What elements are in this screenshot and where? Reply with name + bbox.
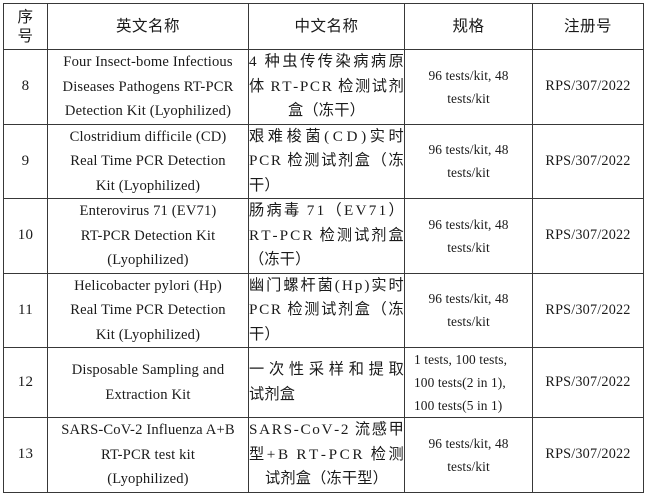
cell-registration-no: RPS/307/2022: [532, 417, 644, 493]
document-page: 序 号 英文名称 中文名称 规格 注册号 8 Four Insect-bome I…: [3, 3, 644, 493]
specification-line: tests/kit: [447, 458, 490, 474]
chinese-name-line: 盒（冻干）: [288, 102, 365, 119]
column-header-index: 序 号: [3, 3, 48, 50]
cell-index: 11: [3, 272, 48, 348]
specification-line: tests/kit: [447, 165, 490, 181]
english-name-line: RT-PCR Detection Kit: [80, 227, 216, 244]
english-name-line: Diseases Pathogens RT-PCR: [62, 78, 234, 95]
english-name-line: Clostridium difficile (CD): [69, 128, 227, 145]
cell-registration-no: RPS/307/2022: [532, 272, 644, 348]
chinese-name-line: （冻干）: [249, 251, 311, 268]
chinese-name-line: 4 种虫传传染病病原: [249, 53, 404, 70]
cell-chinese-name: 一次性采样和提取试剂盒: [248, 347, 405, 418]
english-name-line: Kit (Lyophilized): [95, 326, 201, 343]
cell-chinese-name: 肠病毒 7 1 （E V 7 1） R T - P C R 检测试剂盒 （冻干）: [248, 198, 405, 274]
chinese-name-line: 艰难梭菌(C D) 实时: [249, 127, 404, 145]
column-header-index-line2: 号: [17, 27, 34, 45]
cell-index: 10: [3, 198, 48, 274]
specification-line: tests/kit: [447, 90, 490, 106]
cell-specification: 96 tests/kit, 48 tests/kit: [404, 49, 533, 125]
specification-line: tests/kit: [447, 314, 490, 330]
table-row: 12 Disposable Sampling and Extraction Kit 一…: [3, 347, 644, 418]
cell-specification: 96 tests/kit, 48 tests/kit: [404, 272, 533, 348]
english-name-line: Real Time PCR Detection: [70, 302, 226, 318]
chinese-name-line: 试剂盒（冻干型）: [264, 470, 389, 487]
cell-chinese-name: 艰难梭菌(C D) 实时 P C R 检测试剂盒（冻干）: [248, 123, 405, 199]
table-row: 9 Clostridium difficile (CD) Real Time PCR…: [3, 123, 644, 199]
english-name-line: Extraction Kit: [105, 386, 191, 403]
table-header: 序 号 英文名称 中文名称 规格 注册号: [3, 3, 644, 50]
product-registration-table: 序 号 英文名称 中文名称 规格 注册号 8 Four Insect-bome I…: [3, 3, 644, 493]
cell-specification: 96 tests/kit, 48 tests/kit: [404, 417, 533, 493]
specification-line: 96 tests/kit, 48: [428, 142, 509, 158]
chinese-name-line: 肠病毒 7 1 （E V 7 1）: [249, 202, 404, 219]
english-name-line: Four Insect-bome Infectious: [63, 54, 233, 70]
cell-index: 9: [3, 123, 48, 199]
cell-english-name: Helicobacter pylori (Hp) Real Time PCR De…: [47, 272, 249, 348]
cell-english-name: Enterovirus 71 (EV71) RT-PCR Detection Ki…: [47, 198, 249, 274]
specification-line: 100 tests(2 in 1),: [414, 375, 506, 390]
column-header-chinese-name: 中文名称: [248, 3, 405, 50]
cell-registration-no: RPS/307/2022: [532, 198, 644, 274]
chinese-name-line: 一次性采样和提取: [249, 361, 404, 378]
table-row: 10 Enterovirus 71 (EV71) RT-PCR Detection …: [3, 198, 644, 274]
english-name-line: Real Time PCR Detection: [70, 153, 226, 169]
chinese-name-line: 干）: [249, 325, 280, 343]
cell-specification: 96 tests/kit, 48 tests/kit: [404, 123, 533, 199]
english-name-line: (Lyophilized): [107, 471, 189, 487]
english-name-line: SARS-CoV-2 Influenza A+B: [61, 422, 235, 438]
english-name-line: Disposable Sampling and: [71, 362, 225, 378]
cell-registration-no: RPS/307/2022: [532, 123, 644, 199]
specification-line: 96 tests/kit, 48: [428, 291, 509, 307]
table-row: 8 Four Insect-bome Infectious Diseases Pat…: [3, 49, 644, 125]
chinese-name-line: 干）: [249, 176, 280, 194]
cell-index: 12: [3, 347, 48, 418]
cell-index: 13: [3, 417, 48, 493]
cell-english-name: Four Insect-bome Infectious Diseases Path…: [47, 49, 249, 125]
specification-line: 96 tests/kit, 48: [428, 435, 509, 451]
specification-line: 96 tests/kit, 48: [428, 67, 509, 83]
cell-english-name: Clostridium difficile (CD) Real Time PCR …: [47, 123, 249, 199]
english-name-line: Kit (Lyophilized): [95, 177, 201, 194]
table-row: 13 SARS-CoV-2 Influenza A+B RT-PCR test ki…: [3, 417, 644, 493]
cell-registration-no: RPS/307/2022: [532, 347, 644, 418]
chinese-name-line: 试剂盒: [249, 385, 296, 403]
cell-registration-no: RPS/307/2022: [532, 49, 644, 125]
column-header-english-name: 英文名称: [47, 3, 249, 50]
english-name-line: Helicobacter pylori (Hp): [74, 277, 222, 294]
column-header-index-line1: 序: [17, 8, 34, 26]
table-row: 11 Helicobacter pylori (Hp) Real Time PCR …: [3, 272, 644, 348]
specification-line: 1 tests, 100 tests,: [414, 352, 508, 367]
english-name-line: Enterovirus 71 (EV71): [79, 203, 217, 219]
english-name-line: (Lyophilized): [107, 252, 189, 268]
cell-specification: 96 tests/kit, 48 tests/kit: [404, 198, 533, 274]
english-name-line: Detection Kit (Lyophilized): [64, 103, 232, 119]
column-header-specification: 规格: [404, 3, 533, 50]
column-header-registration-no: 注册号: [532, 3, 644, 50]
table-body: 8 Four Insect-bome Infectious Diseases Pat…: [3, 49, 644, 493]
cell-english-name: Disposable Sampling and Extraction Kit: [47, 347, 249, 418]
cell-specification: 1 tests, 100 tests, 100 tests(2 in 1), 100…: [404, 347, 533, 418]
specification-line: 96 tests/kit, 48: [428, 216, 509, 232]
specification-line: tests/kit: [447, 239, 490, 255]
specification-line: 100 tests(5 in 1): [414, 398, 503, 413]
english-name-line: RT-PCR test kit: [100, 446, 196, 463]
cell-index: 8: [3, 49, 48, 125]
table-header-row: 序 号 英文名称 中文名称 规格 注册号: [3, 3, 644, 50]
